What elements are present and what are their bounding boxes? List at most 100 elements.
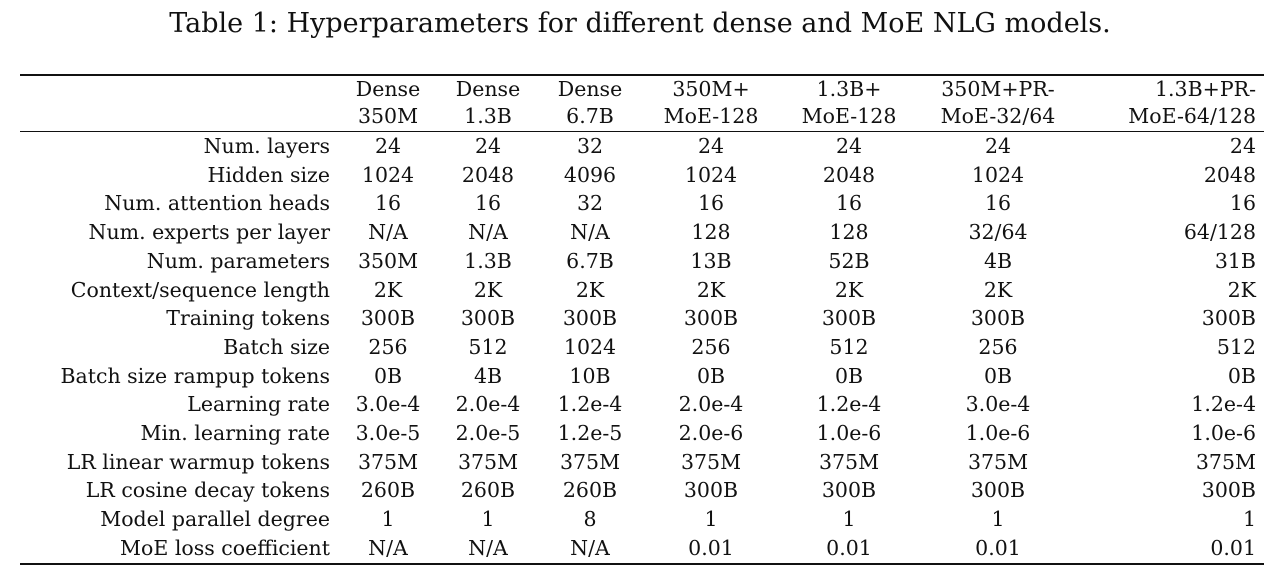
table-row: Training tokens 300B 300B 300B 300B 300B 300B 3… <box>20 304 1264 333</box>
table-cell: 2.0e-5 <box>455 421 521 446</box>
table-cell: N/A <box>468 220 508 245</box>
column-header: MoE-32/64 <box>918 103 1078 132</box>
table-cell: 2K <box>983 277 1013 302</box>
table-cell: 16 <box>984 191 1012 216</box>
table-cell: 350M <box>357 248 419 273</box>
table-row: Num. layers 24 24 32 24 24 24 24 <box>20 132 1264 161</box>
table-cell: 8 <box>583 507 597 532</box>
table-cell: 0.01 <box>780 533 918 565</box>
table-cell: N/A <box>538 533 642 565</box>
table-cell: 1024 <box>563 334 617 359</box>
table-cell: 1.0e-6 <box>965 421 1031 446</box>
row-label: Hidden size <box>207 162 330 187</box>
table-row: MoE loss coefficient N/A N/A N/A 0.01 0.01 0.0… <box>20 533 1264 565</box>
hyperparameter-table-container: Dense Dense Dense 350M+ 1.3B+ 350M+PR- 1… <box>20 74 1264 565</box>
table-cell: 260B <box>562 478 618 503</box>
table-cell: 2K <box>575 277 605 302</box>
header-corner <box>20 103 338 132</box>
table-cell: 16 <box>835 191 863 216</box>
table-cell: 3.0e-5 <box>355 421 421 446</box>
table-cell: 300B <box>460 306 516 331</box>
table-cell: 375M <box>818 449 880 474</box>
table-cell: 0.01 <box>1078 533 1264 565</box>
table-cell: 375M <box>1195 449 1256 474</box>
column-header: Dense <box>338 74 438 103</box>
table-cell: 2048 <box>822 162 876 187</box>
table-cell: N/A <box>570 220 610 245</box>
row-label: MoE loss coefficient <box>20 533 338 565</box>
table-cell: 0B <box>1227 363 1256 388</box>
table-cell: 375M <box>680 449 742 474</box>
table-cell: 24 <box>374 134 402 158</box>
table-cell: 2K <box>834 277 864 302</box>
table-cell: 6.7B <box>566 248 614 273</box>
row-label: Model parallel degree <box>100 507 330 532</box>
table-cell: 1.0e-6 <box>1191 421 1256 446</box>
table-cell: 0B <box>696 363 726 388</box>
table-caption: Table 1: Hyperparameters for different d… <box>169 8 1111 39</box>
table-cell: 512 <box>829 334 869 359</box>
row-label: Training tokens <box>166 306 330 331</box>
table-cell: 260B <box>460 478 516 503</box>
column-header: 350M+ <box>642 74 780 103</box>
table-cell: 31B <box>1214 248 1256 273</box>
header-corner <box>20 74 338 103</box>
table-cell: 32 <box>576 134 604 158</box>
table-cell: 0B <box>983 363 1013 388</box>
table-cell: 1024 <box>361 162 415 187</box>
row-label: Num. parameters <box>146 248 330 273</box>
table-cell: 300B <box>562 306 618 331</box>
table-cell: 300B <box>821 306 877 331</box>
column-header: 350M+PR- <box>918 74 1078 103</box>
hyperparameter-table: Dense Dense Dense 350M+ 1.3B+ 350M+PR- 1… <box>20 74 1264 565</box>
table-cell: 375M <box>967 449 1029 474</box>
table-cell: 4096 <box>563 162 617 187</box>
table-cell: 1024 <box>684 162 738 187</box>
table-row: Min. learning rate 3.0e-5 2.0e-5 1.2e-5 2.0e… <box>20 419 1264 448</box>
table-cell: N/A <box>438 533 538 565</box>
table-row: LR cosine decay tokens 260B 260B 260B 300B 30… <box>20 476 1264 505</box>
table-cell: 300B <box>1201 306 1256 331</box>
table-body: Num. layers 24 24 32 24 24 24 24 Hidden size 1024… <box>20 132 1264 565</box>
table-row: Batch size 256 512 1024 256 512 256 512 <box>20 333 1264 362</box>
table-cell: 256 <box>368 334 408 359</box>
table-cell: 256 <box>691 334 731 359</box>
table-cell: 375M <box>559 449 621 474</box>
table-cell: 16 <box>474 191 502 216</box>
table-cell: 3.0e-4 <box>965 392 1031 417</box>
column-header: 350M <box>338 103 438 132</box>
table-cell: 1.2e-5 <box>557 421 623 446</box>
table-cell: 16 <box>697 191 725 216</box>
table-cell: 2.0e-4 <box>455 392 521 417</box>
table-cell: 300B <box>1201 478 1256 503</box>
table-cell: 2048 <box>461 162 515 187</box>
table-cell: 300B <box>821 478 877 503</box>
table-header: Dense Dense Dense 350M+ 1.3B+ 350M+PR- 1… <box>20 74 1264 132</box>
table-row: LR linear warmup tokens 375M 375M 375M 375M 3… <box>20 448 1264 477</box>
header-row-1: Dense Dense Dense 350M+ 1.3B+ 350M+PR- 1… <box>20 74 1264 103</box>
column-header: 1.3B+PR- <box>1078 74 1264 103</box>
row-label: Num. attention heads <box>104 191 330 216</box>
table-cell: 512 <box>468 334 508 359</box>
column-header: MoE-128 <box>642 103 780 132</box>
column-header: 1.3B+ <box>780 74 918 103</box>
row-label: Context/sequence length <box>70 277 330 302</box>
table-cell: 1.2e-4 <box>1191 392 1256 417</box>
table-cell: 24 <box>984 134 1012 158</box>
table-cell: 300B <box>970 306 1026 331</box>
table-cell: 375M <box>457 449 519 474</box>
table-row: Hidden size 1024 2048 4096 1024 2048 1024 2048 <box>20 161 1264 190</box>
table-row: Context/sequence length 2K 2K 2K 2K 2K 2K 2K <box>20 276 1264 305</box>
column-header: 6.7B <box>538 103 642 132</box>
header-row-2: 350M 1.3B 6.7B MoE-128 MoE-128 MoE-32/64… <box>20 103 1264 132</box>
table-cell: 0.01 <box>642 533 780 565</box>
table-cell: 24 <box>1229 134 1256 158</box>
table-cell: 300B <box>970 478 1026 503</box>
column-header: Dense <box>538 74 642 103</box>
table-cell: 2K <box>1227 277 1256 302</box>
table-cell: 1 <box>381 507 395 532</box>
table-cell: 256 <box>978 334 1018 359</box>
table-cell: 3.0e-4 <box>355 392 421 417</box>
table-cell: 32 <box>576 191 604 216</box>
column-header: MoE-64/128 <box>1078 103 1264 132</box>
